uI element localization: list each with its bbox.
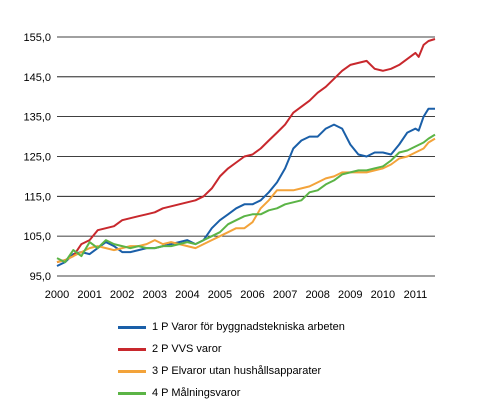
legend-item: 3 P Elvaror utan hushållsapparater <box>118 360 345 382</box>
y-tick-label: 135,0 <box>23 112 51 124</box>
x-tick-label: 2011 <box>404 289 428 300</box>
legend-swatch <box>118 391 146 395</box>
series-lines <box>56 38 436 267</box>
legend-item: 2 P VVS varor <box>118 338 345 360</box>
y-tick-label: 105,0 <box>23 231 51 243</box>
x-tick-label: 2005 <box>208 289 232 300</box>
x-tick-label: 2009 <box>338 289 362 300</box>
legend-swatch <box>118 325 146 329</box>
legend-label: 3 P Elvaror utan hushållsapparater <box>152 365 322 377</box>
y-axis-ticks: 95,0 105,0 115,0 125,0 135,0 145,0 155,0 <box>23 32 51 283</box>
legend-swatch <box>118 347 146 351</box>
legend-label: 4 P Målningsvaror <box>152 387 241 399</box>
series-line-4 <box>56 133 436 264</box>
y-tick-label: 125,0 <box>23 151 51 163</box>
series-line-3 <box>56 137 436 264</box>
series-line-1 <box>56 107 435 267</box>
x-tick-label: 2007 <box>273 289 297 300</box>
legend-label: 2 P VVS varor <box>152 343 222 355</box>
legend-swatch <box>118 369 146 373</box>
x-tick-label: 2001 <box>77 289 101 300</box>
x-tick-label: 2000 <box>45 289 69 300</box>
legend-item: 1 P Varor för byggnadstekniska arbeten <box>118 316 345 338</box>
series-line-2 <box>56 38 436 264</box>
x-tick-label: 2003 <box>143 289 167 300</box>
y-tick-label: 115,0 <box>24 191 51 203</box>
y-tick-label: 155,0 <box>23 32 51 44</box>
legend: 1 P Varor för byggnadstekniska arbeten 2 … <box>118 316 345 404</box>
y-tick-label: 145,0 <box>23 72 51 84</box>
legend-item: 4 P Målningsvaror <box>118 382 345 404</box>
x-tick-label: 2006 <box>240 289 264 300</box>
x-tick-label: 2004 <box>175 289 199 300</box>
x-tick-label: 2002 <box>110 289 134 300</box>
y-tick-label: 95,0 <box>30 271 51 283</box>
gridlines <box>57 36 435 277</box>
x-axis-ticks: 2000 2001 2002 2003 2004 2005 2006 2007 2008 2009… <box>45 289 428 300</box>
legend-label: 1 P Varor för byggnadstekniska arbeten <box>152 321 345 333</box>
x-tick-label: 2010 <box>371 289 395 300</box>
x-tick-label: 2008 <box>305 289 329 300</box>
